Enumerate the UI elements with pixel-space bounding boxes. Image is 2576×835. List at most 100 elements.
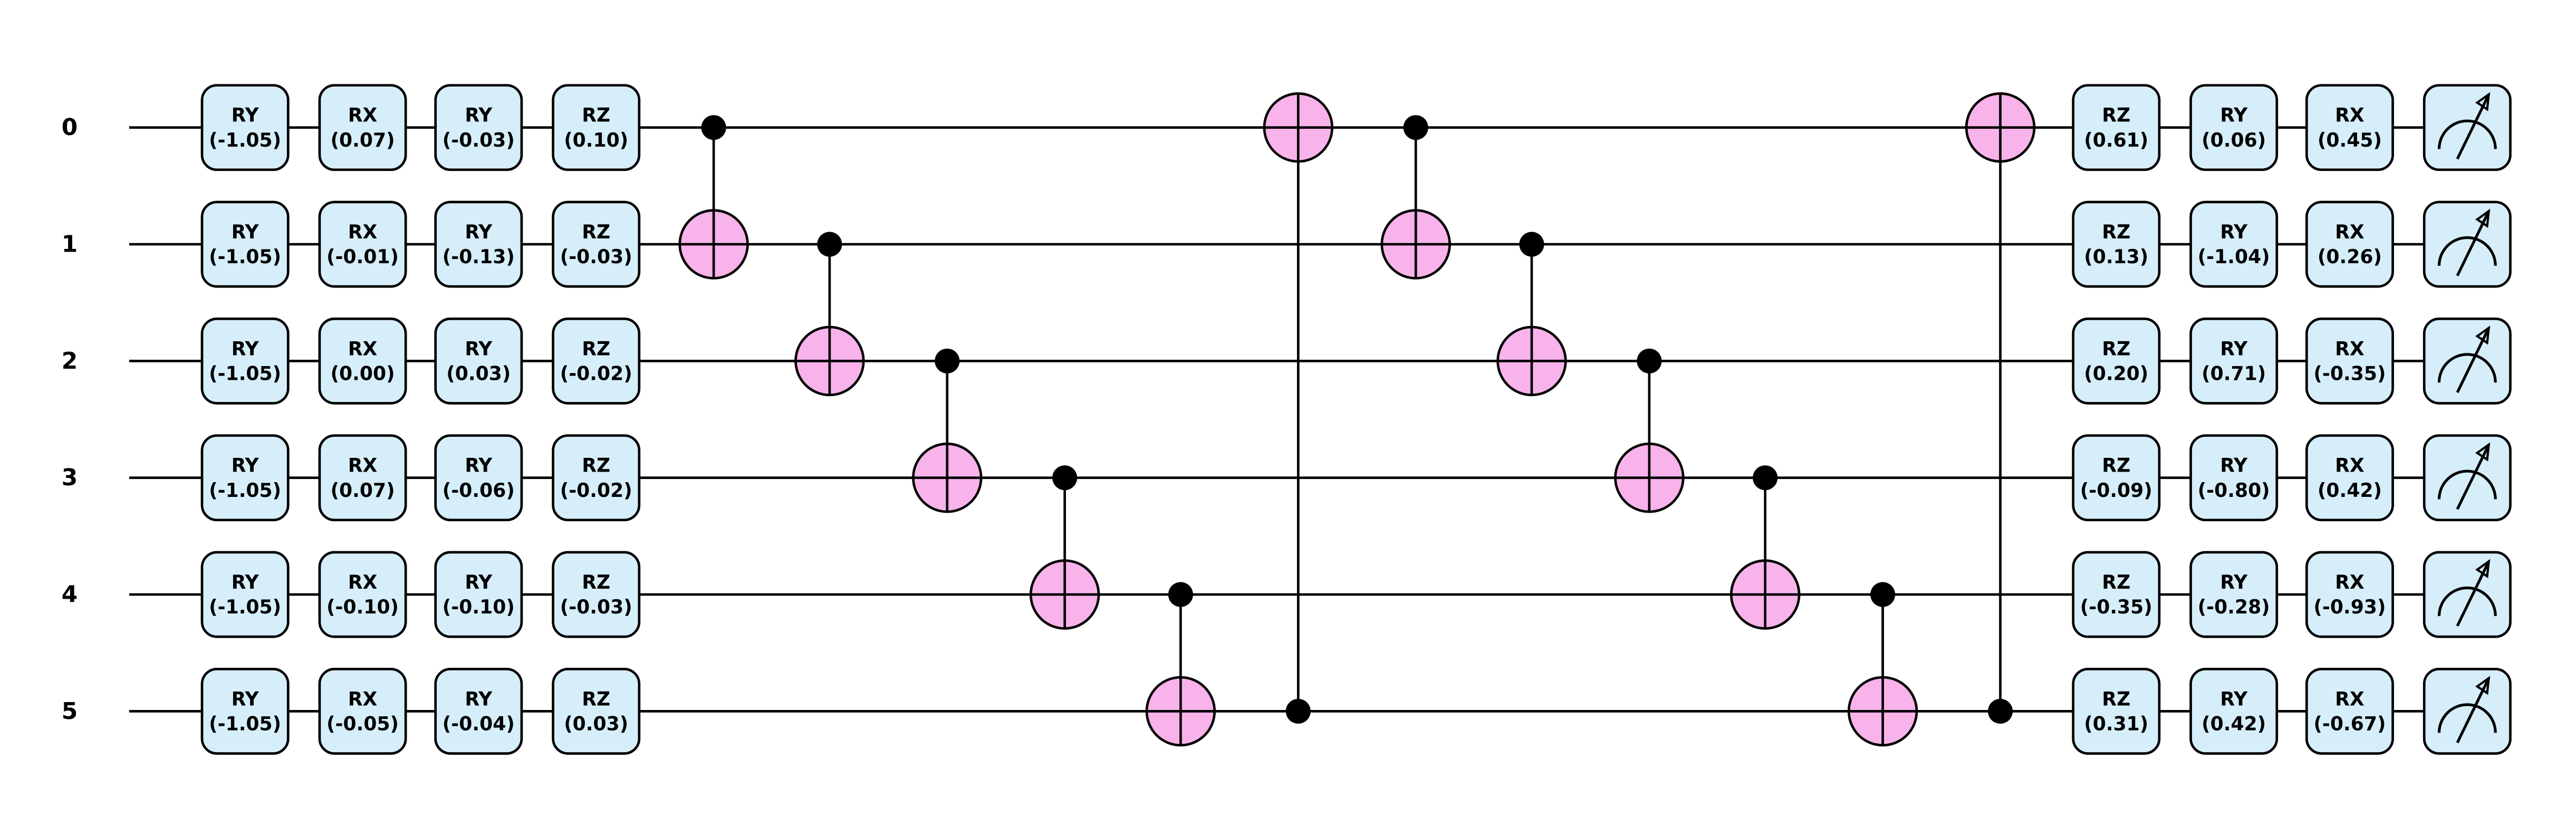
gate-box [2305,200,2394,288]
gate-box [434,551,523,638]
gate-box [434,317,523,405]
gate-box [2189,434,2279,522]
rotation-gate: RZ(-0.09) [2072,434,2161,522]
meter-needle-icon [2456,677,2490,744]
gate-label: RX [2335,337,2364,360]
gate-box [552,84,641,171]
gate-label: RY [232,104,259,127]
gate-box [2305,317,2394,405]
gate-parameter: (-0.13) [443,245,515,268]
gate-parameter: (-1.04) [2198,245,2270,268]
cnot-gate [1729,465,1801,630]
meter-arc-icon [2437,236,2497,266]
qubit-label: 5 [62,698,78,725]
measure-box [2423,551,2512,638]
qubit-label: 0 [62,114,78,141]
gate-box [2189,551,2279,638]
gate-parameter: (0.42) [2318,479,2382,502]
qubit-label: 4 [62,581,78,608]
measure-icon [2423,551,2512,638]
rotation-gate: RZ(-0.02) [552,317,641,405]
rotation-gate: RX(0.07) [318,434,407,522]
cnot-control-dot [1987,698,2013,724]
rotation-gate: RZ(0.20) [2072,317,2161,405]
cnot-gate [1263,92,1334,724]
gate-label: RX [348,454,378,477]
cnot-gate [1145,582,1216,747]
rotation-gate: RY(-1.05) [200,551,290,638]
gate-box [2189,200,2279,288]
gate-parameter: (-0.02) [560,362,632,385]
gate-box [318,84,407,171]
gate-parameter: (-1.05) [209,479,281,502]
gate-parameter: (-0.10) [326,596,399,618]
gate-parameter: (-0.28) [2198,596,2270,618]
cnot-gate [1496,232,1567,397]
rotation-gate: RZ (-0.03) [552,551,641,638]
meter-needle-icon [2456,210,2490,276]
meter-needle-icon [2456,327,2490,393]
rotation-gate: RZ(-0.03) [552,200,641,288]
rotation-gate: RZ(-0.02) [552,434,641,522]
gate-parameter: (-0.03) [560,596,632,618]
rotation-gate: RZ (-0.35) [2072,551,2161,638]
measure-box [2423,200,2512,288]
measure-box [2423,434,2512,522]
gate-parameter: (-1.05) [209,245,281,268]
gate-parameter: (-0.03) [560,245,632,268]
qubit-label: 3 [62,464,78,491]
qubit-label: 1 [62,231,78,258]
gate-box [552,434,641,522]
gate-box [434,434,523,522]
gate-parameter: (0.00) [331,362,395,385]
gate-label: RZ [582,571,610,593]
gate-box [2189,84,2279,171]
cnot-layer [678,92,2036,747]
gate-label: RX [2335,220,2364,243]
rotation-gate: RY (-0.10) [434,551,523,638]
gate-box [2072,551,2161,638]
gate-label: RZ [2102,687,2130,710]
gate-label: RY [465,454,493,477]
gate-box [434,84,523,171]
gate-label: RZ [2102,220,2130,243]
rotation-gate: RY(-1.05) [200,317,290,405]
gate-label: RZ [2102,454,2130,477]
gate-parameter: (-0.01) [326,245,399,268]
meter-arrowhead-icon [2475,92,2491,111]
rotation-gate: RX (-0.10) [318,551,407,638]
gate-box [2305,84,2394,171]
rotation-gate: RZ(0.61) [2072,84,2161,171]
meter-needle-icon [2456,561,2490,627]
cnot-control-dot [1403,115,1428,140]
gates-layer: RY(-1.05)RY(-1.05)RY(-1.05)RY(-1.05)RY(-… [200,84,2394,755]
gate-box [2072,668,2161,755]
qubit-label: 2 [62,348,78,375]
gate-label: RY [2220,571,2248,593]
meter-arrowhead-icon [2475,325,2491,345]
cnot-control-dot [1168,582,1194,607]
cnot-control-dot [1519,232,1544,257]
gate-box [318,668,407,755]
gate-parameter: (-0.04) [443,712,515,735]
gate-label: RX [348,220,378,243]
gate-label: RX [348,571,378,593]
gate-label: RX [348,337,378,360]
rotation-gate: RY(-0.03) [434,84,523,171]
gate-box [2305,668,2394,755]
meter-arrowhead-icon [2475,442,2491,462]
gate-label: RX [2335,687,2364,710]
rotation-gate: RX(0.26) [2305,200,2394,288]
gate-label: RY [232,687,259,710]
gate-box [318,434,407,522]
meter-needle-icon [2456,93,2490,160]
rotation-gate: RZ(0.31) [2072,668,2161,755]
gate-label: RY [465,687,493,710]
gate-label: RY [465,104,493,127]
gate-label: RY [2220,220,2248,243]
gate-parameter: (-0.93) [2313,596,2386,618]
gate-label: RY [232,337,259,360]
measurements-layer [2423,84,2512,755]
gate-parameter: (0.31) [2084,712,2148,735]
